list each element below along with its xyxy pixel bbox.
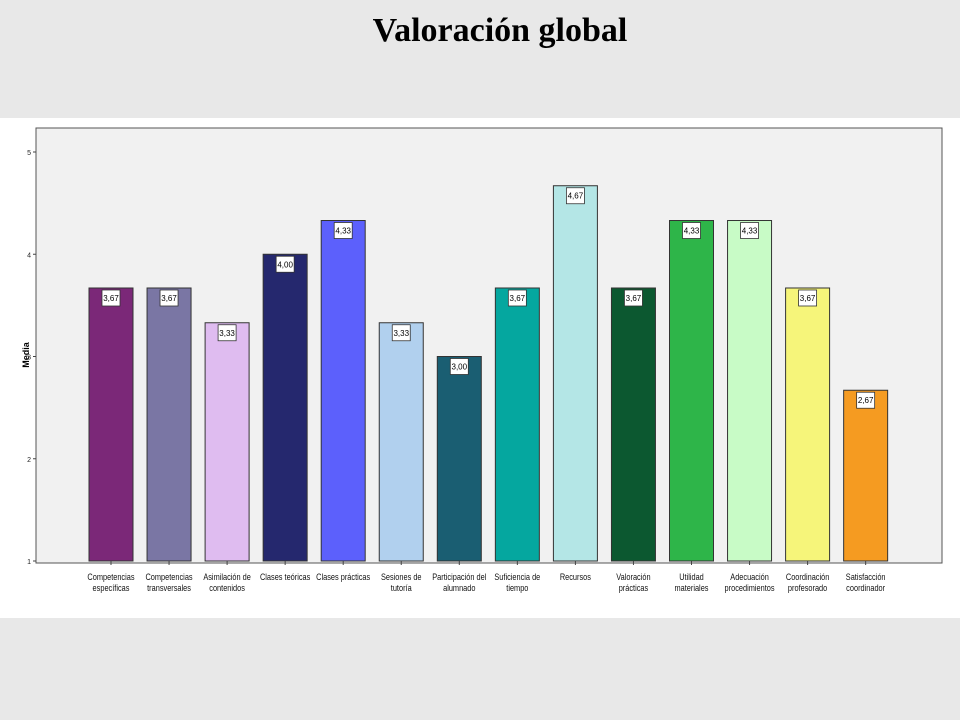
bar bbox=[320, 220, 366, 562]
data-label: 2,67 bbox=[858, 396, 874, 405]
x-tick-label: Utilidad bbox=[679, 572, 704, 582]
data-label: 3,67 bbox=[510, 294, 526, 303]
x-tick-label: transversales bbox=[147, 583, 191, 593]
bar bbox=[262, 253, 308, 562]
data-label-box bbox=[507, 289, 527, 307]
x-tick-label: Asimilación de bbox=[203, 572, 251, 582]
x-tick-label: Satisfacción bbox=[846, 572, 886, 582]
y-axis-label: Media bbox=[21, 341, 31, 368]
x-tick-label: Competencias bbox=[87, 572, 134, 582]
y-axis: 1 2 3 4 5 bbox=[27, 150, 36, 566]
x-tick-label: tutoría bbox=[391, 583, 412, 593]
data-label-box bbox=[740, 222, 759, 239]
data-label: 3,00 bbox=[452, 363, 468, 372]
data-label: 3,67 bbox=[626, 294, 642, 303]
bar bbox=[727, 220, 773, 562]
data-label-box bbox=[217, 324, 237, 342]
data-label: 4,67 bbox=[568, 192, 584, 201]
bar bbox=[610, 287, 656, 562]
data-label: 4,33 bbox=[684, 227, 700, 236]
data-label-box bbox=[101, 289, 121, 307]
x-tick-label: procedimientos bbox=[725, 583, 775, 593]
x-tick-label: contenidos bbox=[209, 583, 245, 593]
data-label-box bbox=[391, 324, 411, 342]
y-tick-label: 4 bbox=[27, 252, 31, 259]
bar bbox=[146, 287, 192, 562]
data-label-box bbox=[624, 289, 643, 307]
y-tick-label: 5 bbox=[27, 150, 31, 157]
x-tick-label: materiales bbox=[674, 583, 708, 593]
chart-panel: 1 2 3 4 5 Media 3,67 3,67 3,33 4,00 4,33 3,33 3,00… bbox=[0, 118, 960, 618]
x-tick-label: Recursos bbox=[560, 572, 591, 582]
data-label-box bbox=[566, 187, 585, 205]
x-tick-label: alumnado bbox=[443, 583, 476, 593]
bar bbox=[436, 356, 482, 562]
bar bbox=[552, 185, 598, 562]
x-tick-label: Clases teóricas bbox=[260, 572, 310, 582]
data-label: 4,33 bbox=[742, 227, 758, 236]
bar bbox=[669, 220, 714, 562]
x-tick-label: Competencias bbox=[145, 572, 192, 582]
x-tick-label: Coordinación bbox=[786, 572, 830, 582]
x-tick-label: específicas bbox=[93, 583, 130, 593]
x-tick-label: prácticas bbox=[619, 583, 648, 593]
data-label: 3,67 bbox=[800, 294, 816, 303]
data-label-box bbox=[333, 222, 353, 239]
data-label: 3,33 bbox=[393, 329, 409, 338]
data-label-box bbox=[682, 222, 701, 239]
bar bbox=[785, 287, 831, 562]
y-tick-label: 2 bbox=[27, 457, 31, 464]
data-label: 3,67 bbox=[103, 294, 119, 303]
x-tick-label: Clases prácticas bbox=[316, 572, 370, 582]
data-label-box bbox=[798, 289, 817, 307]
bar-chart: 1 2 3 4 5 Media 3,67 3,67 3,33 4,00 4,33 3,33 3,00… bbox=[21, 127, 943, 593]
data-label-box bbox=[159, 289, 179, 307]
x-tick-label: Valoración bbox=[616, 572, 651, 582]
data-label-box bbox=[856, 391, 876, 409]
y-tick-label: 3 bbox=[27, 355, 31, 362]
x-tick-label: Participación del bbox=[432, 572, 486, 582]
x-axis-labels: CompetenciasespecíficasCompetenciastrans… bbox=[87, 561, 886, 593]
x-tick-label: tiempo bbox=[506, 583, 529, 593]
bar bbox=[378, 322, 424, 562]
data-label: 3,33 bbox=[219, 329, 235, 338]
slide-title: Valoración global bbox=[372, 12, 628, 49]
data-label-box bbox=[275, 255, 295, 273]
bar bbox=[494, 287, 540, 562]
x-tick-label: Suficiencia de bbox=[494, 572, 540, 582]
data-label: 3,67 bbox=[161, 294, 177, 303]
x-tick-label: profesorado bbox=[788, 583, 828, 593]
x-tick-label: Adecuación bbox=[730, 572, 769, 582]
bar bbox=[88, 287, 134, 562]
y-tick-label: 1 bbox=[27, 559, 31, 566]
bar bbox=[204, 322, 250, 562]
data-label: 4,00 bbox=[277, 260, 293, 269]
x-tick-label: coordinador bbox=[846, 583, 885, 593]
x-tick-label: Sesiones de bbox=[381, 572, 422, 582]
data-label: 4,33 bbox=[335, 227, 351, 236]
data-label-box bbox=[449, 358, 469, 375]
bar bbox=[843, 389, 889, 562]
